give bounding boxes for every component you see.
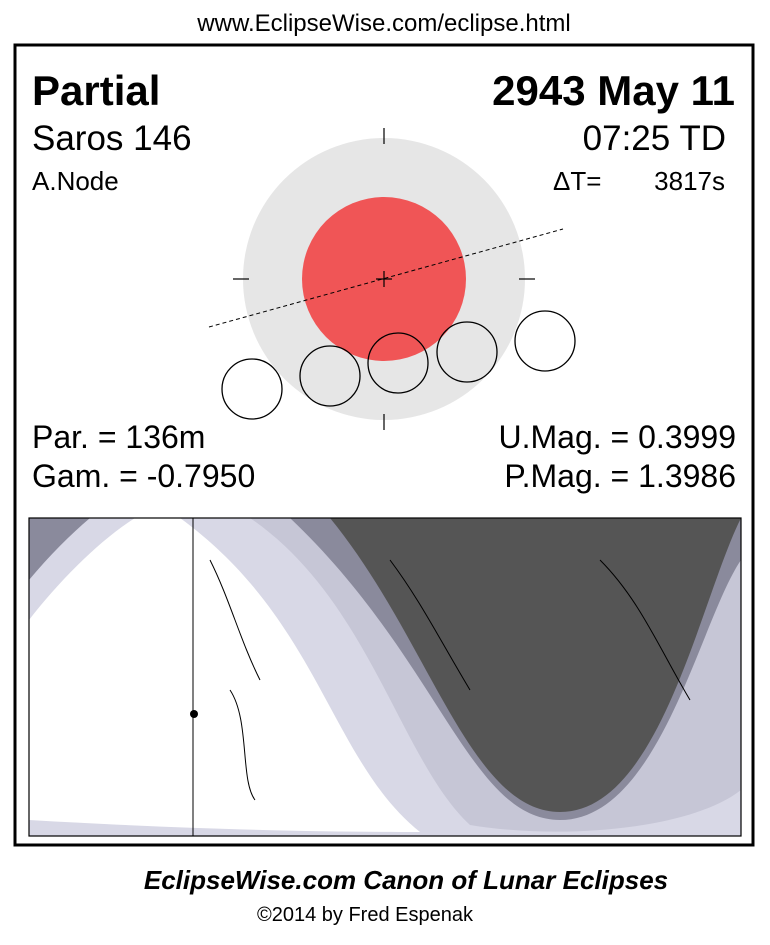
saros: Saros 146 (32, 119, 192, 158)
umbral-magnitude: U.Mag. = 0.3999 (499, 419, 736, 455)
copyright: ©2014 by Fred Espenak (257, 904, 474, 926)
eclipse-diagram (208, 128, 576, 430)
delta-t: 3817s (654, 166, 725, 196)
url: www.EclipseWise.com/eclipse.html (196, 10, 570, 37)
moon-positions (221, 310, 576, 420)
penumbral-magnitude: P.Mag. = 1.3986 (504, 458, 736, 494)
time: 07:25 TD (583, 119, 726, 158)
eclipse-date: 2943 May 11 (492, 67, 735, 114)
gamma: Gam. = -0.7950 (32, 458, 255, 494)
footer-title: EclipseWise.com Canon of Lunar Eclipses (144, 865, 668, 895)
ticks (233, 128, 535, 430)
node: A.Node (32, 166, 119, 196)
moon-path (208, 228, 564, 328)
visibility-map (28, 517, 742, 837)
frame (13, 43, 755, 847)
eclipse-type: Partial (32, 67, 160, 114)
duration: Par. = 136m (32, 419, 205, 455)
delta-t-label: ΔT= (553, 166, 601, 196)
